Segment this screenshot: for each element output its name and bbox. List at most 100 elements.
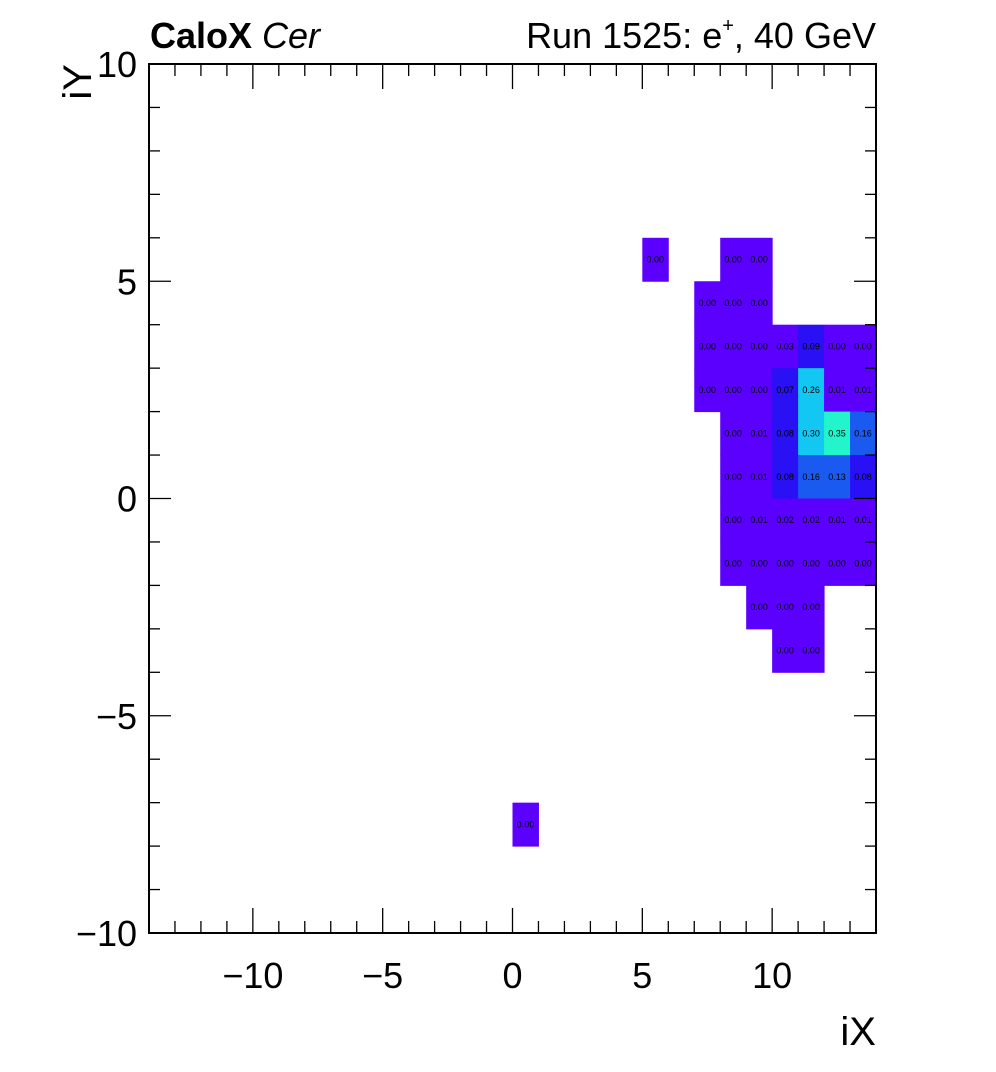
run-info-pre: Run 1525: e <box>526 15 723 56</box>
cell-value-label: 0.01 <box>828 515 846 525</box>
cell-value-label: 0.00 <box>828 341 846 351</box>
y-tick-label: −5 <box>96 696 137 737</box>
experiment-label: CaloX <box>150 15 253 56</box>
heatmap-cell <box>746 541 773 586</box>
cell-value-label: 0.07 <box>776 385 794 395</box>
heatmap-cell <box>746 411 773 456</box>
cell-value-label: 0.01 <box>854 385 872 395</box>
cell-value-label: 0.30 <box>802 428 820 438</box>
cell-value-label: 0.00 <box>828 559 846 569</box>
cell-value-label: 0.02 <box>802 515 820 525</box>
cell-value-label: 0.09 <box>802 341 820 351</box>
cell-value-label: 0.01 <box>828 385 846 395</box>
cell-value-label: 0.00 <box>802 602 820 612</box>
heatmap-cell <box>772 455 799 499</box>
heatmap-cell <box>642 237 669 282</box>
heatmap-cell <box>772 368 799 413</box>
cell-value-label: 0.00 <box>724 298 742 308</box>
heatmap-cell <box>720 237 747 282</box>
heatmap-cell <box>720 498 747 543</box>
heatmap-cell <box>798 585 825 630</box>
axis-ticks <box>148 63 877 934</box>
heatmap-cell <box>850 455 877 499</box>
heatmap-cell <box>720 368 747 413</box>
heatmap-cell <box>720 281 747 326</box>
heatmap-cell <box>824 368 851 413</box>
channel-label: Cer <box>262 15 321 56</box>
heatmap-cell <box>746 281 773 326</box>
heatmap-cell <box>798 541 825 586</box>
heatmap-cell <box>772 628 799 673</box>
heatmap-cells <box>512 237 877 847</box>
cell-value-label: 0.03 <box>776 341 794 351</box>
cell-value-label: 0.35 <box>828 428 846 438</box>
cell-value-label: 0.00 <box>724 515 742 525</box>
cell-value-label: 0.00 <box>854 559 872 569</box>
cell-value-label: 0.00 <box>802 559 820 569</box>
heatmap-cell <box>694 281 721 326</box>
x-tick-label: −10 <box>222 955 283 996</box>
heatmap-cell <box>694 368 721 413</box>
cell-value-label: 0.01 <box>750 515 768 525</box>
heatmap-cell <box>850 411 877 456</box>
cell-value-label: 0.00 <box>698 341 716 351</box>
y-tick-label: 0 <box>117 479 137 520</box>
heatmap-cell <box>720 455 747 499</box>
cell-value-label: 0.00 <box>750 255 768 265</box>
y-tick-label: 5 <box>117 261 137 302</box>
cell-value-label: 0.00 <box>724 472 742 482</box>
heatmap-cell <box>798 368 825 413</box>
heatmap-cell <box>850 324 877 369</box>
cell-value-label: 0.01 <box>750 472 768 482</box>
y-tick-label: 10 <box>97 44 137 85</box>
heatmap-cell <box>772 324 799 369</box>
x-tick-label: 5 <box>632 955 652 996</box>
heatmap-cell <box>824 411 851 456</box>
heatmap-cell <box>798 628 825 673</box>
run-info-post: , 40 GeV <box>733 15 876 56</box>
cell-value-label: 0.00 <box>776 646 794 656</box>
cell-value-label: 0.16 <box>854 428 872 438</box>
x-tick-label: −5 <box>362 955 403 996</box>
cell-value-label: 0.08 <box>776 472 794 482</box>
heatmap-cell <box>746 324 773 369</box>
cell-value-label: 0.00 <box>750 602 768 612</box>
cell-value-labels: 0.00 0.00 0.00 0.00 0.00 0.00 0.00 0.00 0.00 0.03… <box>517 255 872 830</box>
x-tick-label: 10 <box>752 955 792 996</box>
cell-value-label: 0.26 <box>802 385 820 395</box>
run-info-sup: + <box>722 15 734 37</box>
heatmap-cell <box>746 368 773 413</box>
heatmap-cell <box>824 455 851 499</box>
heatmap-cell <box>772 411 799 456</box>
heatmap-cell <box>824 498 851 543</box>
cell-value-label: 0.00 <box>750 298 768 308</box>
heatmap-cell <box>720 541 747 586</box>
cell-value-label: 0.00 <box>517 819 535 829</box>
chart-header-left: CaloX Cer <box>150 14 320 58</box>
cell-value-label: 0.00 <box>724 255 742 265</box>
x-axis-label: iX <box>840 1010 876 1054</box>
cell-value-label: 0.00 <box>750 559 768 569</box>
heatmap-cell <box>746 237 773 282</box>
cell-value-label: 0.00 <box>802 646 820 656</box>
cell-value-label: 0.00 <box>724 385 742 395</box>
cell-value-label: 0.13 <box>828 472 846 482</box>
heatmap-cell <box>720 324 747 369</box>
heatmap-cell <box>746 585 773 630</box>
heatmap-cell <box>746 498 773 543</box>
cell-value-label: 0.00 <box>647 255 665 265</box>
heatmap-cell <box>798 411 825 456</box>
axis-tick-labels: −10 −5 0 5 10 −10 −5 0 5 10 <box>76 44 792 996</box>
heatmap-cell <box>798 324 825 369</box>
cell-value-label: 0.08 <box>854 472 872 482</box>
cell-value-label: 0.16 <box>802 472 820 482</box>
cell-value-label: 0.00 <box>750 385 768 395</box>
heatmap-cell <box>824 324 851 369</box>
cell-value-label: 0.01 <box>750 428 768 438</box>
cell-value-label: 0.00 <box>750 341 768 351</box>
heatmap-cell <box>694 324 721 369</box>
heatmap-cell <box>772 498 799 543</box>
cell-value-label: 0.00 <box>698 385 716 395</box>
cell-value-label: 0.00 <box>776 559 794 569</box>
